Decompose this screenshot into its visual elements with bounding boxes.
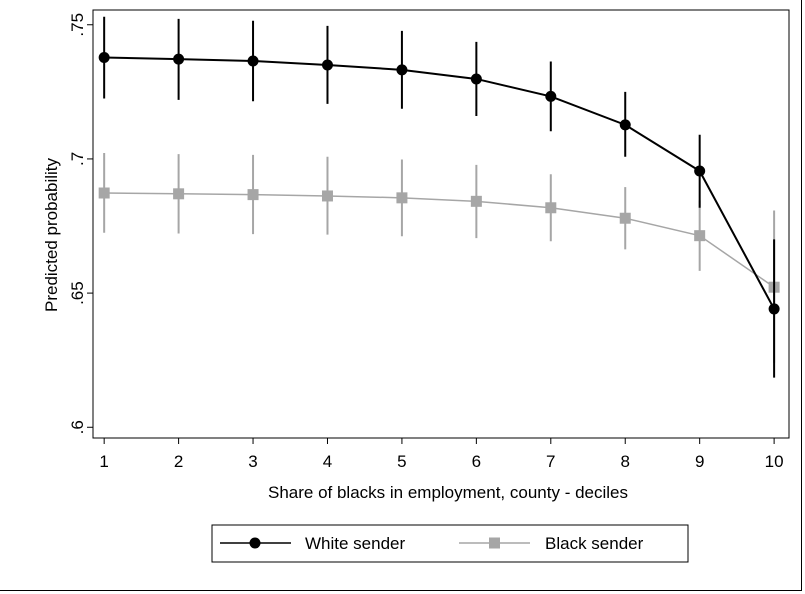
legend: White sender Black sender: [211, 524, 689, 563]
x-tick-label: 4: [323, 452, 332, 471]
x-axis: 1 2 3 4 5 6 7 8 9 10: [99, 438, 784, 471]
y-axis: .6 .65 .7 .75: [68, 13, 93, 434]
x-tick-label: 8: [621, 452, 630, 471]
legend-box: [211, 524, 689, 563]
data-point-black-sender: [98, 187, 110, 199]
data-point-black-sender: [321, 190, 333, 202]
data-point-white-sender: [247, 55, 259, 67]
legend-marker-white-sender: [249, 537, 261, 549]
legend-label-black-sender: Black sender: [545, 534, 644, 553]
data-point-white-sender: [321, 59, 333, 71]
x-tick-label: 9: [695, 452, 704, 471]
data-point-black-sender: [619, 212, 631, 224]
data-point-white-sender: [545, 90, 557, 102]
x-tick-label: 2: [174, 452, 183, 471]
y-tick-label: .75: [68, 13, 87, 37]
data-point-black-sender: [247, 189, 259, 201]
data-point-black-sender: [545, 202, 557, 214]
data-point-white-sender: [619, 119, 631, 131]
plot-area: [92, 9, 790, 439]
legend-label-white-sender: White sender: [305, 534, 405, 553]
data-point-white-sender: [694, 165, 706, 177]
y-axis-title: Predicted probability: [42, 157, 61, 312]
data-point-white-sender: [768, 303, 780, 315]
x-tick-label: 1: [99, 452, 108, 471]
data-point-white-sender: [98, 51, 110, 63]
series-line-white-sender: [104, 56, 775, 310]
series-line-black-sender: [104, 192, 775, 288]
series-layer: [98, 16, 780, 378]
x-axis-title: Share of blacks in employment, county - …: [268, 483, 628, 502]
data-point-white-sender: [173, 53, 185, 65]
x-tick-label: 10: [765, 452, 784, 471]
x-tick-label: 3: [248, 452, 257, 471]
data-point-black-sender: [694, 230, 706, 242]
series-black-sender: [98, 153, 780, 363]
y-tick-label: .7: [68, 152, 87, 166]
x-tick-label: 6: [472, 452, 481, 471]
legend-marker-black-sender: [489, 537, 500, 549]
data-point-black-sender: [396, 192, 408, 204]
data-point-white-sender: [470, 73, 482, 85]
x-tick-label: 7: [546, 452, 555, 471]
y-tick-label: .65: [68, 281, 87, 305]
x-tick-label: 5: [397, 452, 406, 471]
data-point-black-sender: [173, 188, 185, 200]
data-point-white-sender: [396, 64, 408, 76]
series-white-sender: [98, 16, 780, 378]
data-point-black-sender: [470, 195, 482, 207]
y-tick-label: .6: [68, 420, 87, 434]
plot-border: [92, 9, 790, 439]
